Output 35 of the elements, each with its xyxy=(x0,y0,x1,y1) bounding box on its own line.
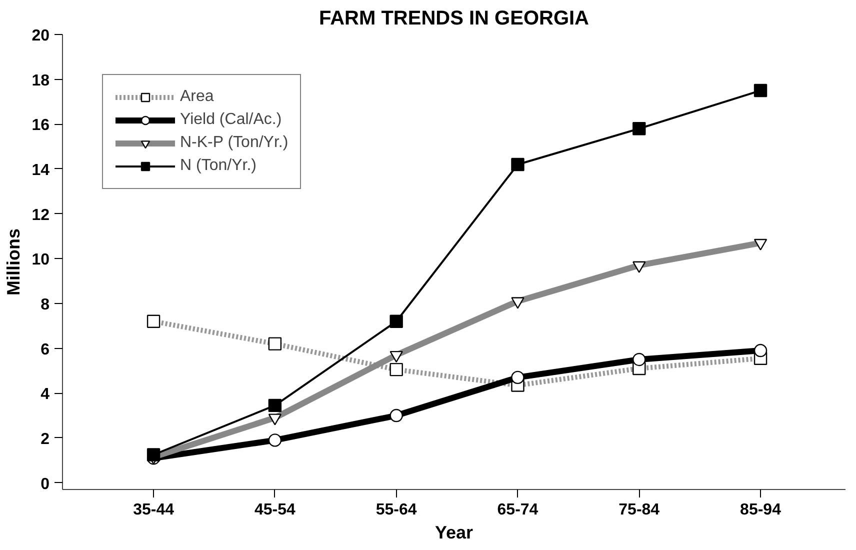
x-tick-label: 35-44 xyxy=(133,502,174,518)
legend-label: Yield (Cal/Ac.) xyxy=(180,111,282,129)
x-tick-label: 85-94 xyxy=(740,502,782,518)
y-tick-label: 18 xyxy=(32,72,50,90)
y-tick-label: 4 xyxy=(40,386,50,404)
y-tick-label: 2 xyxy=(40,430,50,448)
y-tick-label: 6 xyxy=(40,341,50,358)
chart-title: FARM TRENDS IN GEORGIA xyxy=(318,8,590,30)
point xyxy=(146,448,160,462)
x-tick-label: 45-54 xyxy=(254,502,296,518)
point xyxy=(754,344,768,358)
y-tick-label: 8 xyxy=(40,296,50,314)
point xyxy=(632,352,646,366)
legend-label: Area xyxy=(180,88,214,106)
x-axis-title: Year xyxy=(434,522,474,542)
x-tick-label: 65-74 xyxy=(497,502,538,518)
point xyxy=(390,408,403,422)
y-tick-label: 16 xyxy=(32,117,50,134)
x-tick-label: 75-84 xyxy=(618,502,660,518)
point xyxy=(268,434,282,447)
y-tick-label: 10 xyxy=(32,252,50,269)
point xyxy=(268,398,282,412)
legend-label: N-K-P (Ton/Yr.) xyxy=(180,134,288,152)
y-axis-title: Millions xyxy=(4,228,24,296)
x-tick-label: 55-64 xyxy=(376,502,417,518)
legend-label: N (Ton/Yr.) xyxy=(180,157,256,175)
y-tick-label: 20 xyxy=(32,28,50,44)
y-tick-label: 14 xyxy=(32,162,50,179)
point xyxy=(390,314,403,328)
y-tick-label: 0 xyxy=(40,476,50,493)
point xyxy=(632,122,646,136)
point xyxy=(754,84,768,98)
point xyxy=(511,158,524,172)
y-tick-label: 12 xyxy=(32,206,50,224)
point xyxy=(511,370,524,384)
